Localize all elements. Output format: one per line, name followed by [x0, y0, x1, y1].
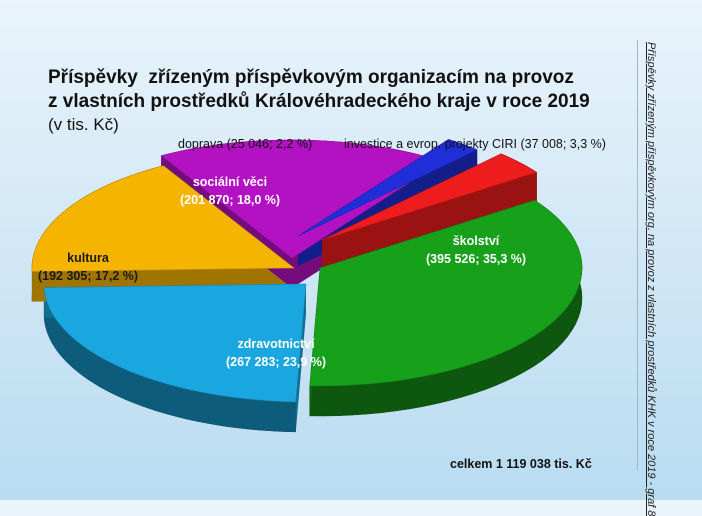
total-label: celkem 1 119 038 tis. Kč	[450, 457, 592, 471]
slice-3	[160, 139, 444, 259]
chart-title: Příspěvky zřízeným příspěvkovým organiza…	[48, 66, 590, 136]
slice-name-label-0: školství	[453, 234, 500, 248]
slice-name-label-3: sociální věci	[193, 175, 267, 189]
slice-4	[297, 139, 478, 237]
slice-value-label-0: (395 526; 35,3 %)	[426, 252, 526, 266]
side-divider	[637, 40, 638, 470]
slice-2	[31, 165, 295, 272]
slice-label-4: doprava (25 046; 2,2 %)	[178, 137, 312, 151]
slice-value-label-1: (267 283; 23,9 %)	[226, 355, 326, 369]
slice-0	[309, 199, 583, 387]
slice-wall-5-1	[322, 172, 537, 270]
slice-1	[43, 283, 307, 403]
title-line-1: Příspěvky zřízeným příspěvkovým organiza…	[48, 67, 574, 88]
title-unit: (v tis. Kč)	[48, 115, 119, 134]
slice-label-5: investice a evrop. projekty CIRI (37 008…	[344, 137, 606, 151]
slice-wall-1-0	[295, 284, 306, 432]
title-line-2: z vlastních prostředků Královéhradeckého…	[48, 91, 590, 112]
chart-frame: Příspěvky zřízeným příspěvkovým organiza…	[31, 40, 657, 516]
slice-value-label-2: (192 305; 17,2 %)	[38, 269, 138, 283]
slice-name-label-1: zdravotnictví	[237, 337, 315, 351]
slice-value-label-3: (201 870; 18,0 %)	[180, 193, 280, 207]
slice-name-label-2: kultura	[67, 251, 110, 265]
pie-chart: školství (395 526; 35,3 %) zdravotnictví (2…	[31, 137, 606, 433]
slice-5	[321, 153, 538, 241]
